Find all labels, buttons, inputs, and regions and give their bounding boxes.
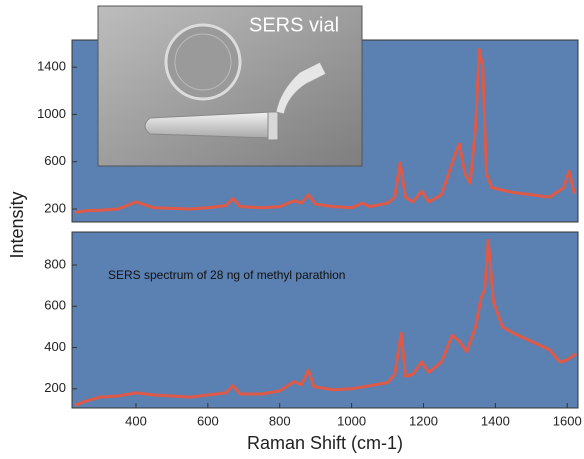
y-tick-label: 200 bbox=[44, 380, 66, 395]
inset-photo: SERS vial bbox=[97, 5, 363, 167]
y-axis-label: Intensity bbox=[7, 191, 27, 258]
spectrum-line bbox=[74, 48, 576, 214]
x-tick-label: 1000 bbox=[337, 413, 366, 428]
y-tick-label: 400 bbox=[44, 339, 66, 354]
annotation: SERS spectrum of 28 ng of methyl parathi… bbox=[108, 268, 345, 282]
x-tick-label: 400 bbox=[125, 413, 147, 428]
plot-area bbox=[71, 231, 579, 409]
y-tick-label: 800 bbox=[44, 256, 66, 271]
spectrum-line bbox=[74, 238, 578, 407]
x-tick-label: 800 bbox=[269, 413, 291, 428]
y-tick-label: 1000 bbox=[37, 106, 66, 121]
inset-label: SERS vial bbox=[249, 14, 339, 36]
vial-lid bbox=[275, 61, 327, 115]
y-tick-label: 600 bbox=[44, 298, 66, 313]
x-axis-label: Raman Shift (cm-1) bbox=[247, 433, 403, 453]
coin-detail bbox=[174, 33, 232, 91]
x-tick-label: 1200 bbox=[409, 413, 438, 428]
x-tick-label: 1400 bbox=[481, 413, 510, 428]
vial-cap bbox=[267, 111, 279, 141]
x-tick-label: 1600 bbox=[553, 413, 582, 428]
y-tick-label: 600 bbox=[44, 153, 66, 168]
y-tick-label: 1400 bbox=[37, 59, 66, 74]
coin bbox=[164, 23, 242, 101]
x-tick-label: 600 bbox=[197, 413, 219, 428]
y-tick-label: 200 bbox=[44, 200, 66, 215]
vial-body bbox=[144, 111, 273, 139]
